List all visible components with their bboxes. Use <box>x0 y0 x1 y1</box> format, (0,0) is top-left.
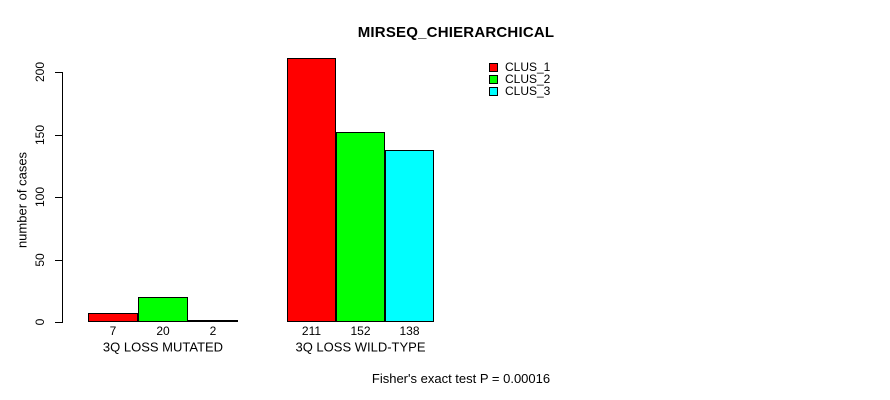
bar-value-label: 211 <box>301 324 322 338</box>
y-axis-tick-label: 150 <box>33 124 47 145</box>
annotation-text: Fisher's exact test P = 0.00016 <box>371 371 551 386</box>
y-axis-label: number of cases <box>14 151 30 249</box>
bar-value-label: 152 <box>350 324 371 338</box>
legend-swatch-clus_1 <box>489 63 498 72</box>
bar-clus_3-group2 <box>385 149 434 322</box>
legend-swatch-clus_3 <box>489 87 498 96</box>
bar-clus_2-group2 <box>336 132 385 322</box>
bar-value-label: 138 <box>399 324 420 338</box>
y-axis-tick-label: 200 <box>33 61 47 83</box>
y-axis-tick-label: 0 <box>33 318 47 326</box>
y-axis-tick <box>55 134 62 136</box>
legend-label-clus_2: CLUS_2 <box>505 72 551 86</box>
y-axis-tick <box>55 197 62 198</box>
bar-value-label: 7 <box>109 324 117 338</box>
legend-label-clus_3: CLUS_3 <box>505 84 551 98</box>
y-axis-tick <box>55 322 62 323</box>
bar-value-label: 20 <box>156 324 170 338</box>
legend-swatch-clus_2 <box>489 75 498 84</box>
chart-title: MIRSEQ_CHIERARCHICAL <box>357 24 555 41</box>
legend-label-clus_1: CLUS_1 <box>505 60 551 74</box>
x-axis-category-label: 3Q LOSS WILD-TYPE <box>295 339 426 355</box>
y-axis-line <box>62 72 63 323</box>
bar-clus_3-group1 <box>188 319 238 322</box>
y-axis-tick <box>55 259 62 261</box>
y-axis-tick-label: 50 <box>33 252 47 267</box>
bar-clus_1-group2 <box>287 58 336 322</box>
bar-clus_1-group1 <box>88 313 138 322</box>
bar-value-label: 2 <box>209 324 217 338</box>
y-axis-tick-label: 100 <box>33 186 47 208</box>
bar-clus_2-group1 <box>138 297 188 322</box>
x-axis-category-label: 3Q LOSS MUTATED <box>102 339 224 355</box>
y-axis-tick <box>55 72 62 73</box>
